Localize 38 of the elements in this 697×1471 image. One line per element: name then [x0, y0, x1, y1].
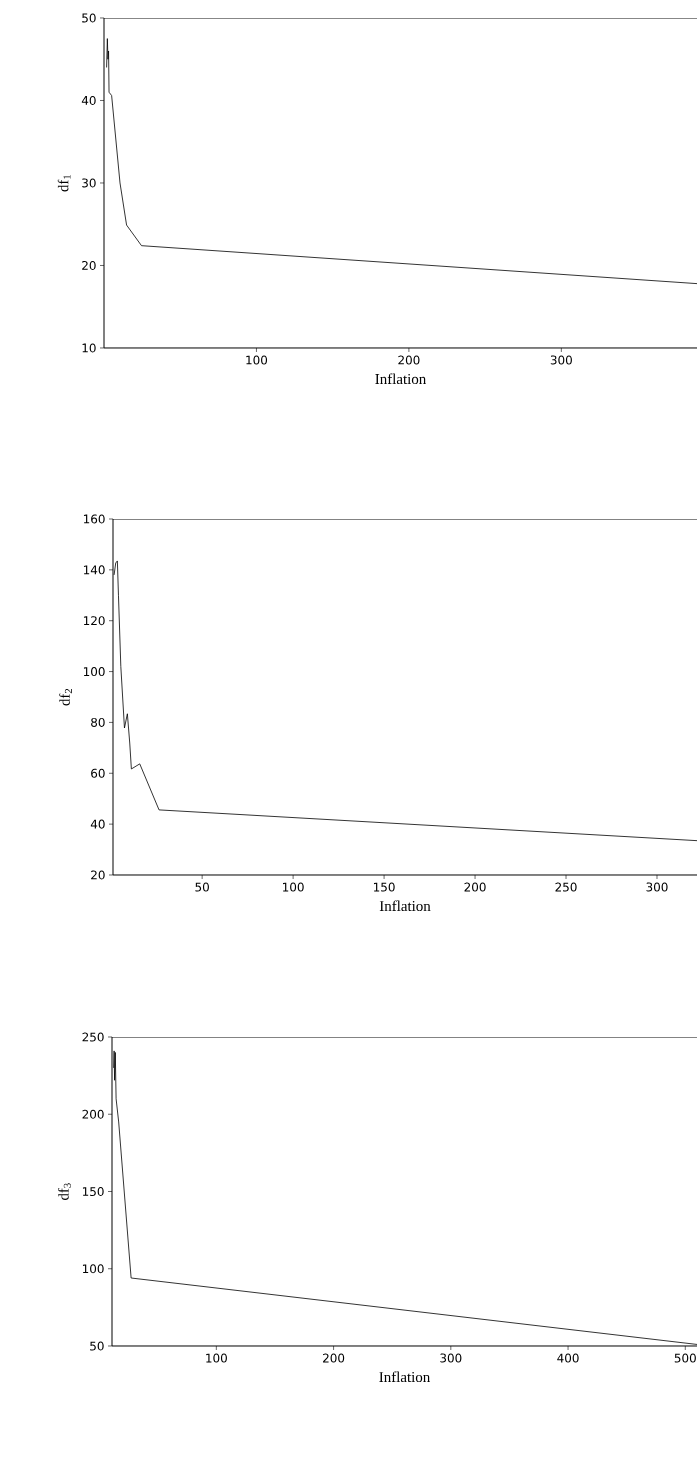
- x-tick-label: 100: [206, 1353, 227, 1363]
- x-axis-title: Inflation: [379, 900, 431, 912]
- x-tick-label: 200: [323, 1353, 345, 1363]
- x-axis-title: Inflation: [375, 373, 427, 385]
- x-tick-label: 50: [195, 882, 209, 892]
- y-tick-label: 20: [82, 260, 96, 270]
- y-tick-label: 150: [82, 1186, 104, 1197]
- y-tick-label: 250: [82, 1032, 104, 1042]
- x-tick-label: 250: [555, 882, 577, 892]
- y-tick-label: 160: [83, 514, 105, 524]
- x-tick-label: 500: [674, 1353, 696, 1363]
- y-tick-label: 50: [82, 13, 96, 23]
- y-tick-label: 100: [82, 1264, 104, 1274]
- x-tick-label: 300: [440, 1353, 462, 1363]
- x-tick-label: 100: [246, 355, 268, 365]
- y-tick-label: 140: [83, 565, 105, 575]
- x-axis-title: Inflation: [379, 1371, 431, 1383]
- y-tick-label: 20: [91, 870, 105, 880]
- y-tick-label: 120: [83, 616, 105, 626]
- x-tick-label: 200: [464, 882, 486, 892]
- y-axis-title: df$_{2}$: [59, 688, 72, 706]
- x-tick-label: 200: [398, 355, 420, 365]
- x-tick-label: 400: [557, 1353, 579, 1363]
- y-tick-label: 200: [82, 1109, 104, 1119]
- y-axis-title: df$_{1}$: [57, 175, 71, 192]
- y-tick-label: 60: [91, 768, 105, 778]
- y-tick-label: 100: [83, 667, 105, 677]
- x-tick-label: 100: [283, 882, 304, 892]
- y-tick-label: 40: [90, 819, 105, 829]
- x-tick-label: 150: [373, 882, 395, 892]
- x-tick-label: 300: [550, 355, 572, 365]
- y-tick-label: 10: [82, 343, 96, 353]
- y-tick-label: 80: [91, 717, 105, 727]
- x-tick-label: 300: [646, 882, 668, 892]
- y-tick-label: 30: [82, 178, 96, 188]
- y-axis-title: df$_{3}$: [58, 1183, 71, 1201]
- y-tick-label: 50: [90, 1341, 104, 1351]
- y-tick-label: 40: [81, 95, 96, 105]
